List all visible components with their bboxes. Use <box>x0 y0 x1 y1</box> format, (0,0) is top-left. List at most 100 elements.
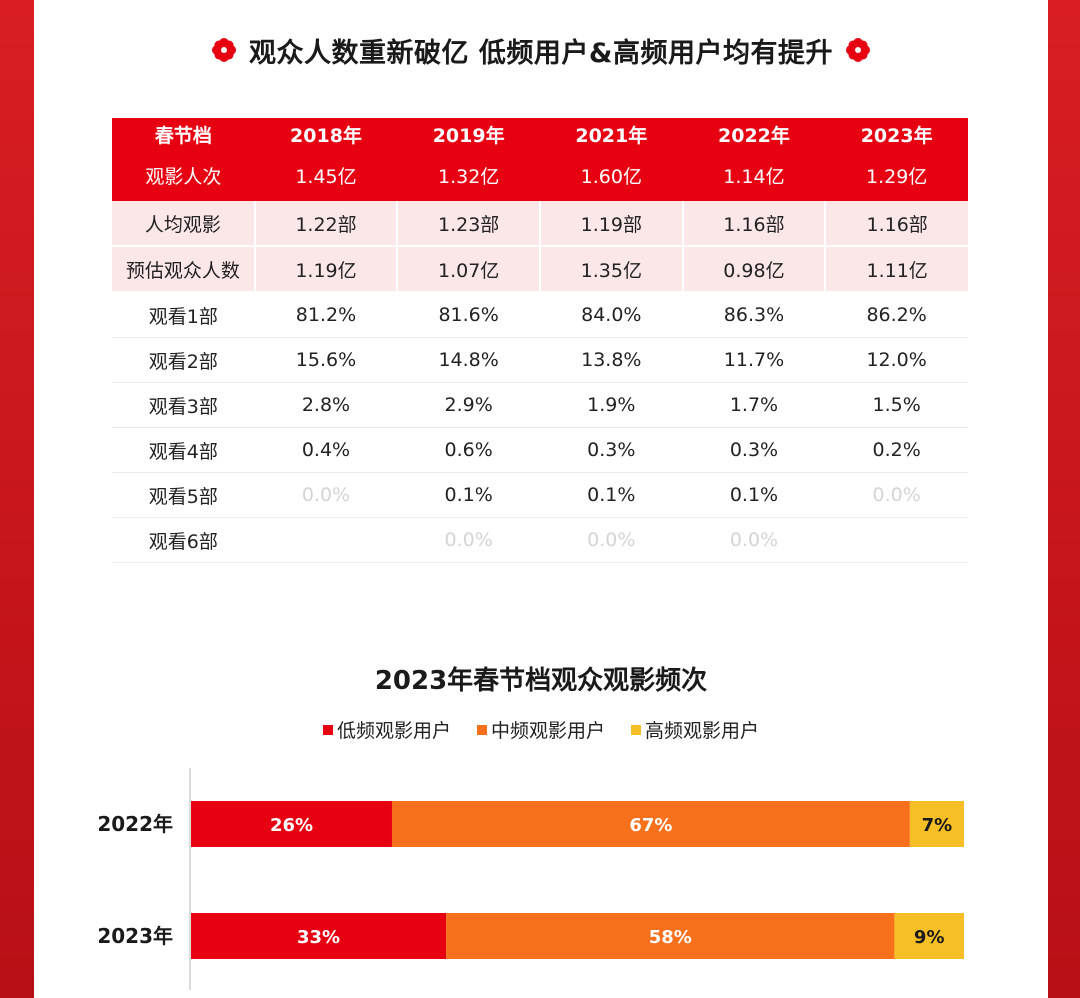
row-label: 人均观影 <box>112 201 256 247</box>
table-cell: 11.7% <box>682 337 826 383</box>
data-label: 9% <box>914 927 945 948</box>
table-cell: 1.22部 <box>254 201 399 247</box>
data-label: 58% <box>649 927 692 948</box>
chart-legend: 低频观影用户 中频观影用户 高频观影用户 <box>34 716 1048 743</box>
table-cell: 13.8% <box>539 337 683 383</box>
legend-label: 高频观影用户 <box>645 720 760 742</box>
spring-festival-table: 春节档 2018年 2019年 2021年 2022年 2023年 观影人次 1.45亿 1.3… <box>112 118 968 563</box>
legend-label: 低频观影用户 <box>336 720 451 742</box>
table-cell: 0.3% <box>539 427 683 473</box>
table-cell: 2.8% <box>254 382 398 428</box>
table-cell: 1.23部 <box>397 201 541 247</box>
bar-segment <box>446 913 895 959</box>
title-row: 观众人数重新破亿 低频用户&高频用户均有提升 <box>34 28 1048 72</box>
table-cell: 1.19亿 <box>254 246 399 293</box>
flower-icon <box>845 38 870 62</box>
table-cell: 86.2% <box>825 292 968 338</box>
table-header-cell: 2023年 <box>825 118 968 149</box>
bar-segment <box>894 913 964 959</box>
row-label: 观看4部 <box>112 427 255 473</box>
table-row: 观影人次 1.45亿 1.32亿 1.60亿 1.14亿 1.29亿 <box>112 149 968 201</box>
stacked-bar-chart: 2022年 26% 67% 7% 2023年 33% 58% 9% <box>97 768 964 990</box>
table-cell: 0.0% <box>825 472 968 518</box>
table-cell: 1.45亿 <box>254 149 398 201</box>
table-cell: 0.0% <box>682 517 826 563</box>
table-cell: 0.1% <box>539 472 683 518</box>
table-cell: 81.2% <box>254 292 398 338</box>
table-cell: 84.0% <box>539 292 683 338</box>
row-label: 预估观众人数 <box>112 246 256 293</box>
table-cell: 2.9% <box>397 382 540 428</box>
category-label: 2022年 <box>97 812 173 836</box>
table-row: 观看3部 2.8% 2.9% 1.9% 1.7% 1.5% <box>112 382 968 428</box>
row-label: 观看1部 <box>112 292 255 338</box>
content-panel: 观众人数重新破亿 低频用户&高频用户均有提升 春节档 2018年 2019年 2021… <box>34 0 1048 998</box>
table-cell: 0.2% <box>825 427 968 473</box>
legend-label: 中频观影用户 <box>490 720 605 742</box>
legend-item: 中频观影用户 <box>476 716 605 743</box>
bar-segment <box>391 801 910 847</box>
table-header-cell: 春节档 <box>112 118 255 149</box>
right-frame <box>1048 0 1080 998</box>
table-header-cell: 2018年 <box>254 118 398 149</box>
table-row: 观看2部 15.6% 14.8% 13.8% 11.7% 12.0% <box>112 337 968 383</box>
table-cell: 1.7% <box>682 382 826 428</box>
data-label: 26% <box>270 815 313 836</box>
data-label: 7% <box>922 815 953 836</box>
bar-segment <box>191 913 447 959</box>
table-header-cell: 2022年 <box>682 118 826 149</box>
table-cell: 12.0% <box>825 337 968 383</box>
table-cell: 1.60亿 <box>539 149 683 201</box>
table-cell: 0.6% <box>397 427 540 473</box>
data-label: 33% <box>297 927 340 948</box>
table-cell: 0.1% <box>397 472 540 518</box>
table-cell: 81.6% <box>397 292 540 338</box>
table-cell: 0.0% <box>397 517 540 563</box>
chart-title: 2023年春节档观众观影频次 <box>374 666 708 696</box>
table-row: 观看1部 81.2% 81.6% 84.0% 86.3% 86.2% <box>112 292 968 338</box>
table-cell: 0.0% <box>539 517 683 563</box>
table-cell <box>825 517 968 563</box>
row-label: 观看6部 <box>112 517 255 563</box>
table-cell: 1.19部 <box>539 201 684 247</box>
table-row: 观看5部 0.0% 0.1% 0.1% 0.1% 0.0% <box>112 472 968 518</box>
table-cell: 0.1% <box>682 472 826 518</box>
table-cell: 1.16部 <box>825 201 968 247</box>
table-cell: 14.8% <box>397 337 540 383</box>
table-cell: 1.16部 <box>682 201 827 247</box>
legend-item: 低频观影用户 <box>322 716 451 743</box>
category-label: 2023年 <box>97 924 173 948</box>
table-cell: 1.29亿 <box>825 149 968 201</box>
table-cell: 1.11亿 <box>825 246 968 293</box>
table-cell: 86.3% <box>682 292 826 338</box>
legend-swatch <box>631 724 641 735</box>
table-cell: 1.07亿 <box>397 246 541 293</box>
legend-swatch <box>476 724 487 735</box>
legend-item: 高频观影用户 <box>631 716 759 743</box>
table-cell: 1.9% <box>539 382 683 428</box>
left-frame <box>0 0 34 998</box>
table-row: 预估观众人数 1.19亿 1.07亿 1.35亿 0.98亿 1.11亿 <box>112 246 968 293</box>
table-cell: 1.14亿 <box>682 149 826 201</box>
bar-segment <box>909 801 964 847</box>
table-cell: 15.6% <box>254 337 398 383</box>
table-cell: 0.3% <box>682 427 826 473</box>
table-row: 观看4部 0.4% 0.6% 0.3% 0.3% 0.2% <box>112 427 968 473</box>
row-label: 观看5部 <box>112 472 255 518</box>
table-header-cell: 2021年 <box>539 118 683 149</box>
row-label: 观影人次 <box>112 149 255 201</box>
table-cell: 1.32亿 <box>397 149 540 201</box>
flower-icon <box>212 38 237 62</box>
table-cell: 0.0% <box>254 472 398 518</box>
page-title: 观众人数重新破亿 低频用户&高频用户均有提升 <box>249 37 833 69</box>
table-cell: 1.5% <box>825 382 968 428</box>
table-header-cell: 2019年 <box>397 118 540 149</box>
table-cell: 0.4% <box>254 427 398 473</box>
data-label: 67% <box>629 815 672 836</box>
row-label: 观看3部 <box>112 382 255 428</box>
table-row: 人均观影 1.22部 1.23部 1.19部 1.16部 1.16部 <box>112 201 968 247</box>
table-header-row: 春节档 2018年 2019年 2021年 2022年 2023年 <box>112 118 968 149</box>
table-cell <box>254 517 398 563</box>
table-row: 观看6部 0.0% 0.0% 0.0% <box>112 517 968 563</box>
table-cell: 1.35亿 <box>539 246 684 293</box>
